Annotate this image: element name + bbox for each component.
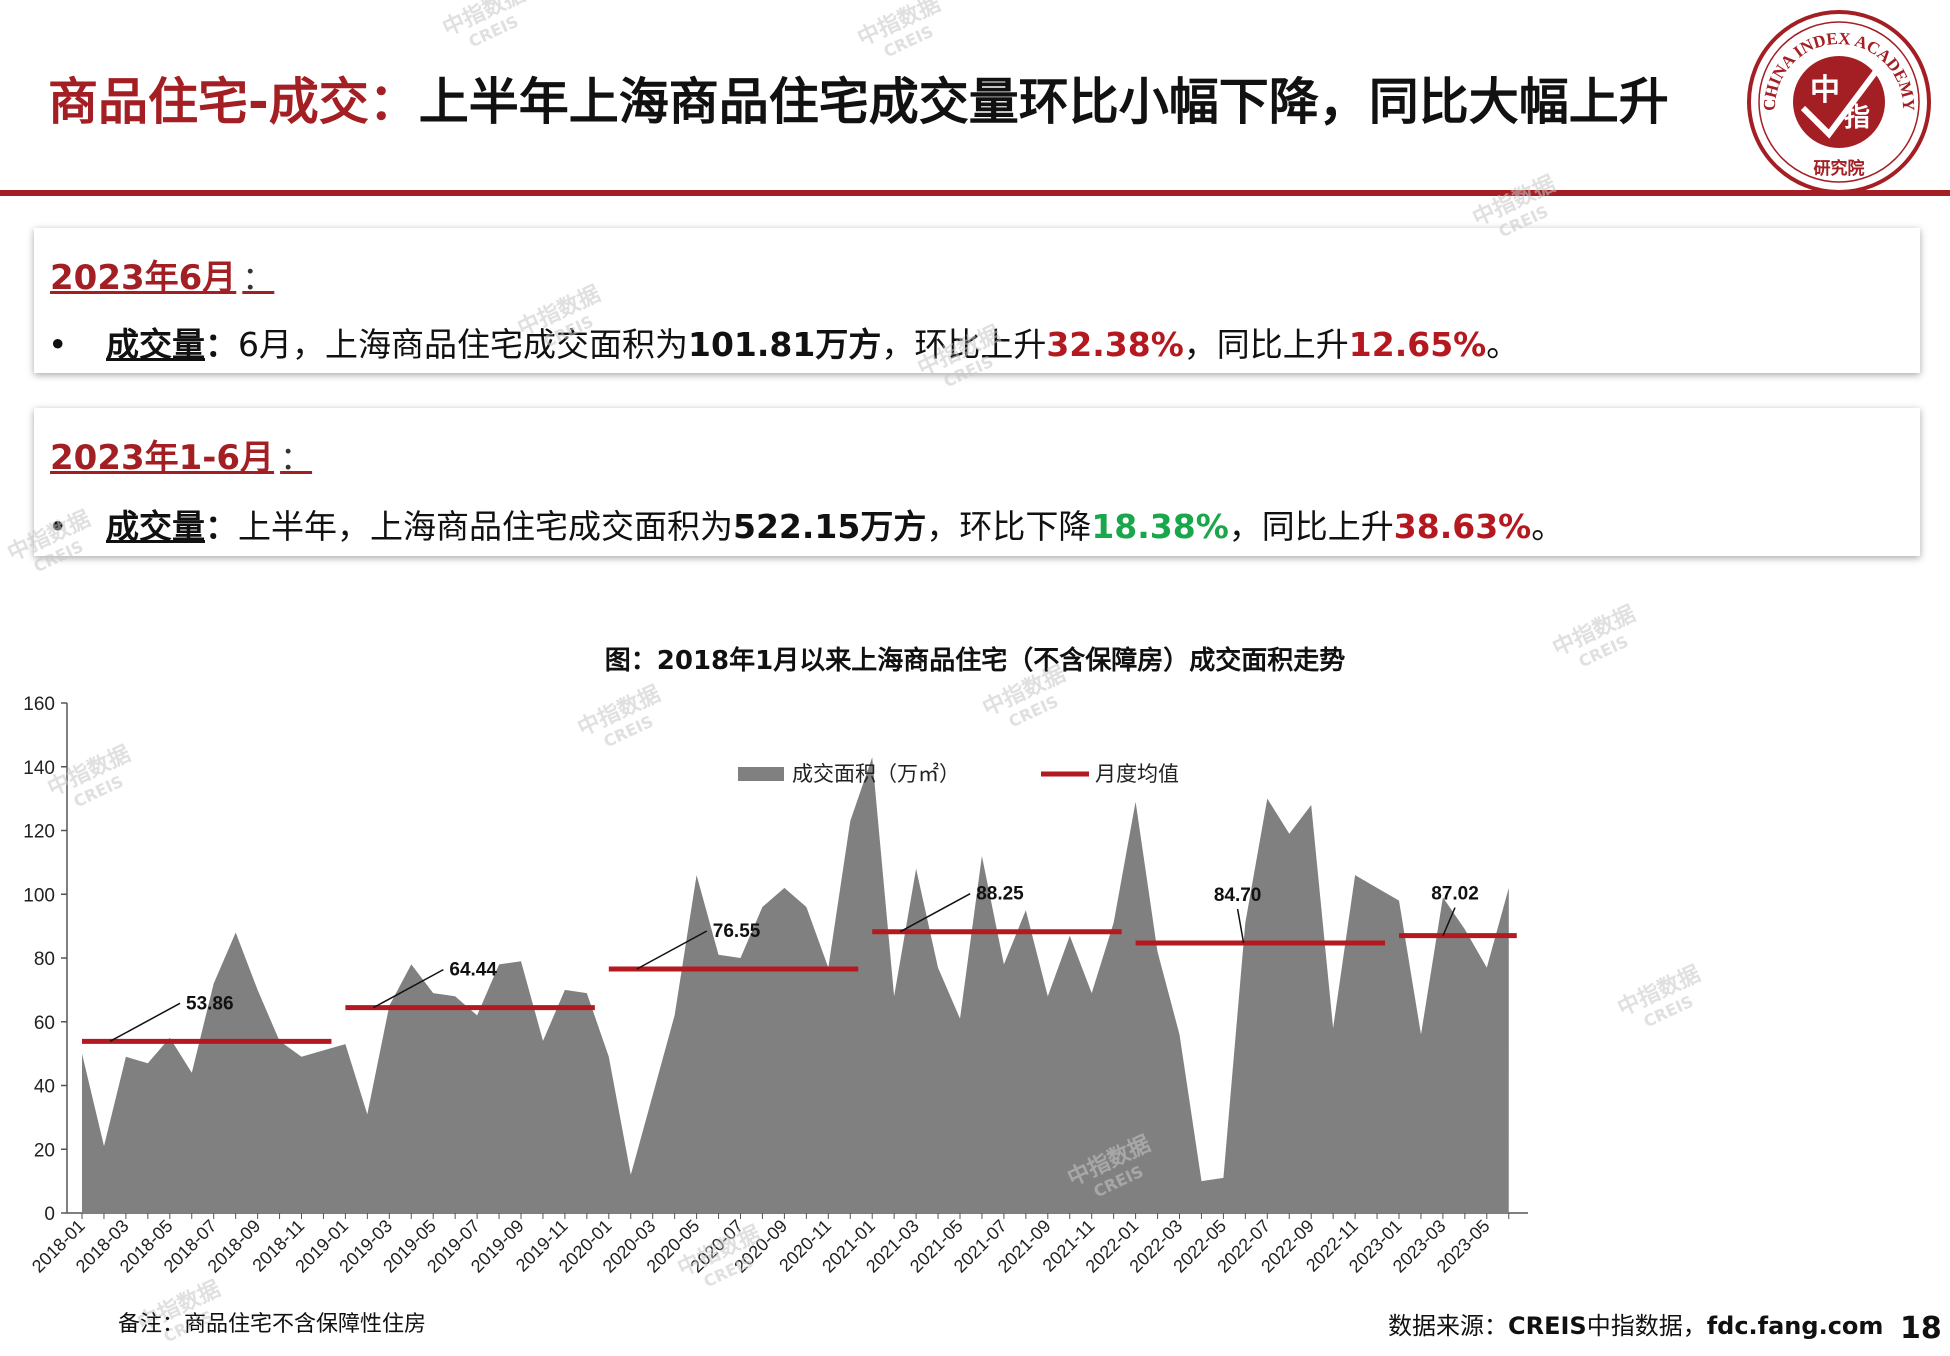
metric-sep: ： — [205, 325, 238, 364]
period-heading: 2023年1-6月： — [50, 430, 312, 479]
period-heading: 2023年6月： — [50, 250, 274, 299]
metric-label: 成交量 — [106, 325, 205, 364]
metric-label: 成交量 — [106, 507, 205, 546]
y-tick-label: 160 — [23, 694, 55, 715]
average-value-label: 76.55 — [713, 921, 761, 942]
page-number: 18 — [1900, 1311, 1942, 1346]
average-value-label: 88.25 — [976, 884, 1024, 905]
yoy-value: 12.65% — [1348, 325, 1487, 364]
bullet-dot-icon: • — [48, 507, 68, 546]
average-value-label: 64.44 — [449, 960, 497, 981]
area-value: 101.81万方 — [688, 325, 882, 364]
legend-swatch-area — [738, 767, 784, 781]
y-tick-label: 80 — [34, 949, 55, 970]
legend-label-area: 成交面积（万㎡） — [792, 762, 960, 786]
y-tick-label: 0 — [44, 1204, 55, 1225]
average-label-leader — [899, 893, 971, 933]
bullet-item: • 成交量：6月，上海商品住宅成交面积为101.81万方，环比上升32.38%，同… — [48, 318, 1519, 366]
text-part: ，同比上升 — [1183, 325, 1349, 364]
watermark: 中指数据 CREIS — [853, 0, 945, 62]
text-part: ，环比上升 — [881, 325, 1047, 364]
china-index-academy-logo-icon: CHINA INDEX ACADEMY 中 指 研究院 — [1747, 10, 1931, 194]
mom-value: 18.38% — [1091, 507, 1229, 546]
average-label-leader — [373, 968, 444, 1009]
source-url: fdc.fang.com — [1706, 1312, 1884, 1340]
text-end: 。 — [1531, 507, 1565, 546]
logo-text-zhi: 指 — [1844, 103, 1870, 133]
legend-label-average: 月度均值 — [1095, 762, 1179, 786]
text-part: 上半年，上海商品住宅成交面积为 — [238, 507, 733, 546]
y-tick-label: 20 — [34, 1140, 55, 1161]
footnote: 备注：商品住宅不含保障性住房 — [118, 1312, 427, 1337]
june-summary-panel: 2023年6月： • 成交量：6月，上海商品住宅成交面积为101.81万方，环比上… — [34, 228, 1920, 373]
average-label-leader — [636, 930, 708, 970]
logo-text-zhong: 中 — [1810, 73, 1840, 108]
source-brand: CREIS — [1508, 1312, 1587, 1340]
average-label-leader — [1236, 908, 1245, 944]
period-colon: ： — [242, 259, 275, 297]
text-part: 6月，上海商品住宅成交面积为 — [238, 325, 688, 364]
yoy-value: 38.63% — [1393, 507, 1532, 546]
page-title: 商品住宅-成交：上半年上海商品住宅成交量环比小幅下降，同比大幅上升 — [48, 62, 1669, 134]
watermark: 中指数据 CREIS — [3, 506, 95, 577]
period-label: 2023年1-6月 — [50, 438, 275, 478]
area-series-transaction — [82, 757, 1509, 1213]
y-tick-label: 140 — [23, 758, 55, 779]
mom-value: 32.38% — [1046, 325, 1184, 364]
metric-sep: ： — [205, 507, 238, 546]
average-label-leader — [109, 1002, 181, 1042]
y-tick-label: 120 — [23, 822, 55, 843]
y-tick-label: 60 — [34, 1013, 55, 1034]
logo-text-bottom: 研究院 — [1814, 158, 1865, 179]
text-part: ，环比下降 — [926, 507, 1092, 546]
average-value-label: 84.70 — [1214, 885, 1262, 906]
transaction-area-chart: 0204060801001201401602018-012018-032018-… — [23, 694, 1528, 1277]
text-end: 。 — [1486, 325, 1520, 364]
average-value-label: 87.02 — [1431, 884, 1479, 905]
chart-title: 图：2018年1月以来上海商品住宅（不含保障房）成交面积走势 — [604, 646, 1346, 676]
text-part: ，同比上升 — [1228, 507, 1394, 546]
period-colon: ： — [280, 439, 313, 477]
h1-summary-panel: 2023年1-6月： • 成交量：上半年，上海商品住宅成交面积为522.15万方，… — [34, 408, 1920, 556]
y-tick-label: 100 — [23, 885, 55, 906]
page-title-main: 上半年上海商品住宅成交量环比小幅下降，同比大幅上升 — [418, 73, 1669, 131]
source-mid: 中指数据， — [1586, 1312, 1707, 1340]
y-tick-label: 40 — [34, 1077, 55, 1098]
bullet-dot-icon: • — [48, 325, 68, 364]
average-label-leader — [1442, 907, 1456, 936]
source-prefix: 数据来源： — [1388, 1312, 1508, 1340]
watermark: 中指数据 CREIS — [438, 0, 530, 52]
area-value: 522.15万方 — [733, 507, 927, 546]
page-title-accent: 商品住宅-成交： — [48, 73, 419, 131]
period-label: 2023年6月 — [50, 258, 237, 298]
bullet-item: • 成交量：上半年，上海商品住宅成交面积为522.15万方，环比下降18.38%，… — [48, 500, 1564, 548]
average-value-label: 53.86 — [186, 993, 234, 1014]
header-divider — [0, 190, 1950, 196]
data-source: 数据来源：CREIS中指数据，fdc.fang.com — [1388, 1306, 1883, 1341]
